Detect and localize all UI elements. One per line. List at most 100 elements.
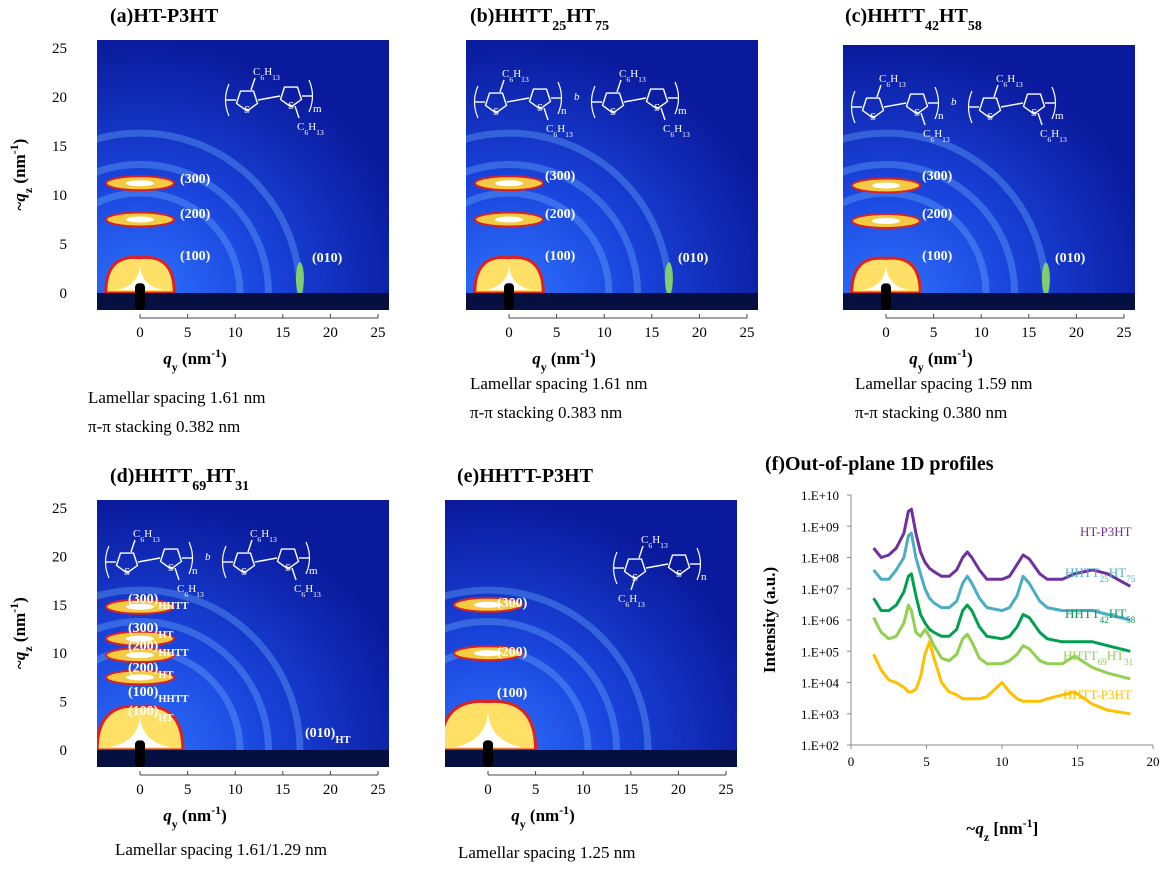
y-axis-label-part: ~q bbox=[10, 651, 29, 670]
repeat-label: n bbox=[938, 110, 944, 122]
peak-label: (200) bbox=[180, 207, 211, 222]
substituent-label-part: C bbox=[923, 128, 930, 140]
x-tick-label: 5 bbox=[930, 325, 938, 341]
x-tick-label: 25 bbox=[371, 325, 386, 341]
substituent-label-part: 13 bbox=[196, 590, 204, 599]
x-tick-label: 20 bbox=[692, 325, 707, 341]
x-axis-label: ~qz [nm-1] bbox=[966, 816, 1039, 844]
y-axis-label-part: (nm bbox=[10, 154, 29, 188]
x-tick-label: 15 bbox=[623, 782, 638, 798]
y-tick-label: 0 bbox=[60, 743, 68, 759]
x-tick-label: 0 bbox=[136, 782, 144, 798]
peak-label-part: (300) bbox=[545, 169, 576, 184]
panel-title: (e)HHTT-P3HT bbox=[457, 465, 594, 487]
substituent-label-part: 13 bbox=[682, 130, 690, 139]
substituent-label-part: C bbox=[663, 123, 670, 135]
series-label-part: HT-P3HT bbox=[1080, 524, 1132, 539]
peak-label-part: (300) bbox=[180, 172, 211, 187]
x-axis-label-part: ] bbox=[1033, 819, 1039, 838]
peak-label: (300) bbox=[497, 596, 528, 611]
y-tick-label: 10 bbox=[52, 646, 67, 662]
peak-label-part: (200) bbox=[180, 207, 211, 222]
peak-label-part: HT bbox=[158, 670, 173, 681]
x-axis-label-part: ) bbox=[590, 349, 596, 368]
figure: SSC6H13C6H13m(300)(200)(100)(010)(a)HT-P… bbox=[0, 0, 1168, 869]
substituent-label-part: H bbox=[630, 68, 638, 80]
peak-core bbox=[126, 180, 154, 186]
series-label-part: 31 bbox=[1124, 657, 1133, 667]
series-label: HHTT69HT31 bbox=[1063, 648, 1133, 667]
peak-label-part: (100) bbox=[180, 249, 211, 264]
sulfur-label: S bbox=[870, 111, 876, 123]
substituent-label-part: H bbox=[674, 123, 682, 135]
y-axis-label-part: ~q bbox=[10, 193, 29, 212]
substituent-label-part: 13 bbox=[313, 590, 321, 599]
peak-label: (200) bbox=[545, 207, 576, 222]
peak-label-part: (100) bbox=[128, 704, 159, 719]
peak-label-part: (010) bbox=[1055, 251, 1086, 266]
x-tick-label: 10 bbox=[597, 325, 612, 341]
x-axis-label-part: ) bbox=[967, 349, 973, 368]
y-tick-label: 1.E+06 bbox=[801, 613, 840, 628]
x-axis-label-part: -1 bbox=[1023, 816, 1033, 830]
panel-title: (c)HHTT42HT58 bbox=[845, 5, 982, 34]
peak-label: (010) bbox=[678, 251, 709, 266]
series-label: HHTT25HT75 bbox=[1065, 565, 1136, 584]
sulfur-label: S bbox=[241, 566, 247, 578]
x-axis-label-part: ) bbox=[221, 349, 227, 368]
substituent-label-part: H bbox=[308, 121, 316, 133]
substituent-label-part: H bbox=[305, 583, 313, 595]
sulfur-label: S bbox=[610, 106, 616, 118]
sulfur-label: S bbox=[244, 104, 250, 116]
y-tick-label: 1.E+10 bbox=[801, 488, 839, 503]
x-tick-label: 5 bbox=[184, 782, 192, 798]
x-axis-label-part: -1 bbox=[957, 346, 967, 360]
substituent-label-part: H bbox=[934, 128, 942, 140]
peak-label-part: (100) bbox=[128, 685, 159, 700]
panel-title-part: 75 bbox=[595, 19, 609, 34]
caption: Lamellar spacing 1.61/1.29 nm bbox=[115, 840, 327, 859]
substituent-label-part: C bbox=[618, 593, 625, 605]
x-tick-label: 10 bbox=[576, 782, 591, 798]
substituent-label-part: C bbox=[996, 73, 1003, 85]
giwaxs-panel: SSC6H13C6H13nbSSC6H13C6H13m(300)(200)(10… bbox=[726, 5, 1135, 453]
y-axis-label: ~qz (nm-1) bbox=[7, 597, 35, 670]
x-tick-label: 10 bbox=[228, 782, 243, 798]
x-axis-label-part: (nm bbox=[178, 349, 212, 368]
y-axis-label-part: -1 bbox=[7, 603, 21, 613]
sulfur-label: S bbox=[1031, 107, 1037, 119]
x-tick-label: 5 bbox=[923, 754, 930, 769]
y-axis-label-part: ) bbox=[10, 597, 29, 603]
series-label-part: HHTT-P3HT bbox=[1063, 687, 1132, 702]
panel-title-part: (b)HHTT bbox=[470, 5, 553, 27]
y-tick-label: 1.E+07 bbox=[801, 582, 840, 597]
panel-title: (d)HHTT69HT31 bbox=[110, 465, 249, 494]
x-axis-label-part: -1 bbox=[559, 803, 569, 817]
peak-label-part: (300) bbox=[497, 596, 528, 611]
substituent-label-part: 13 bbox=[660, 541, 668, 550]
panel-title-part: 58 bbox=[968, 19, 982, 34]
substituent-label-part: C bbox=[879, 73, 886, 85]
peak-label-part: HHTT bbox=[158, 694, 188, 705]
peak-label: (100) bbox=[922, 249, 953, 264]
y-tick-label: 5 bbox=[60, 237, 68, 253]
block-label: b bbox=[574, 91, 580, 103]
beamstop bbox=[135, 283, 145, 310]
peak-label-part: (010) bbox=[305, 726, 336, 741]
peak-label-part: (300) bbox=[128, 621, 159, 636]
peak-label-part: (010) bbox=[312, 251, 343, 266]
y-tick-label: 1.E+04 bbox=[801, 676, 840, 691]
substituent-label-part: H bbox=[188, 583, 196, 595]
x-tick-label: 15 bbox=[275, 782, 290, 798]
peak-label-part: HHTT bbox=[158, 648, 188, 659]
panel-title: (b)HHTT25HT75 bbox=[470, 5, 609, 34]
y-axis-label: Intensity (a.u.) bbox=[760, 567, 779, 673]
x-tick-label: 15 bbox=[1071, 754, 1084, 769]
peak-label-part: (300) bbox=[128, 592, 159, 607]
substituent-label-part: C bbox=[253, 66, 260, 78]
substituent-label-part: H bbox=[513, 68, 521, 80]
substituent-label-part: 13 bbox=[942, 135, 950, 144]
substituent-label-part: H bbox=[629, 593, 637, 605]
substituent-label-part: H bbox=[261, 528, 269, 540]
